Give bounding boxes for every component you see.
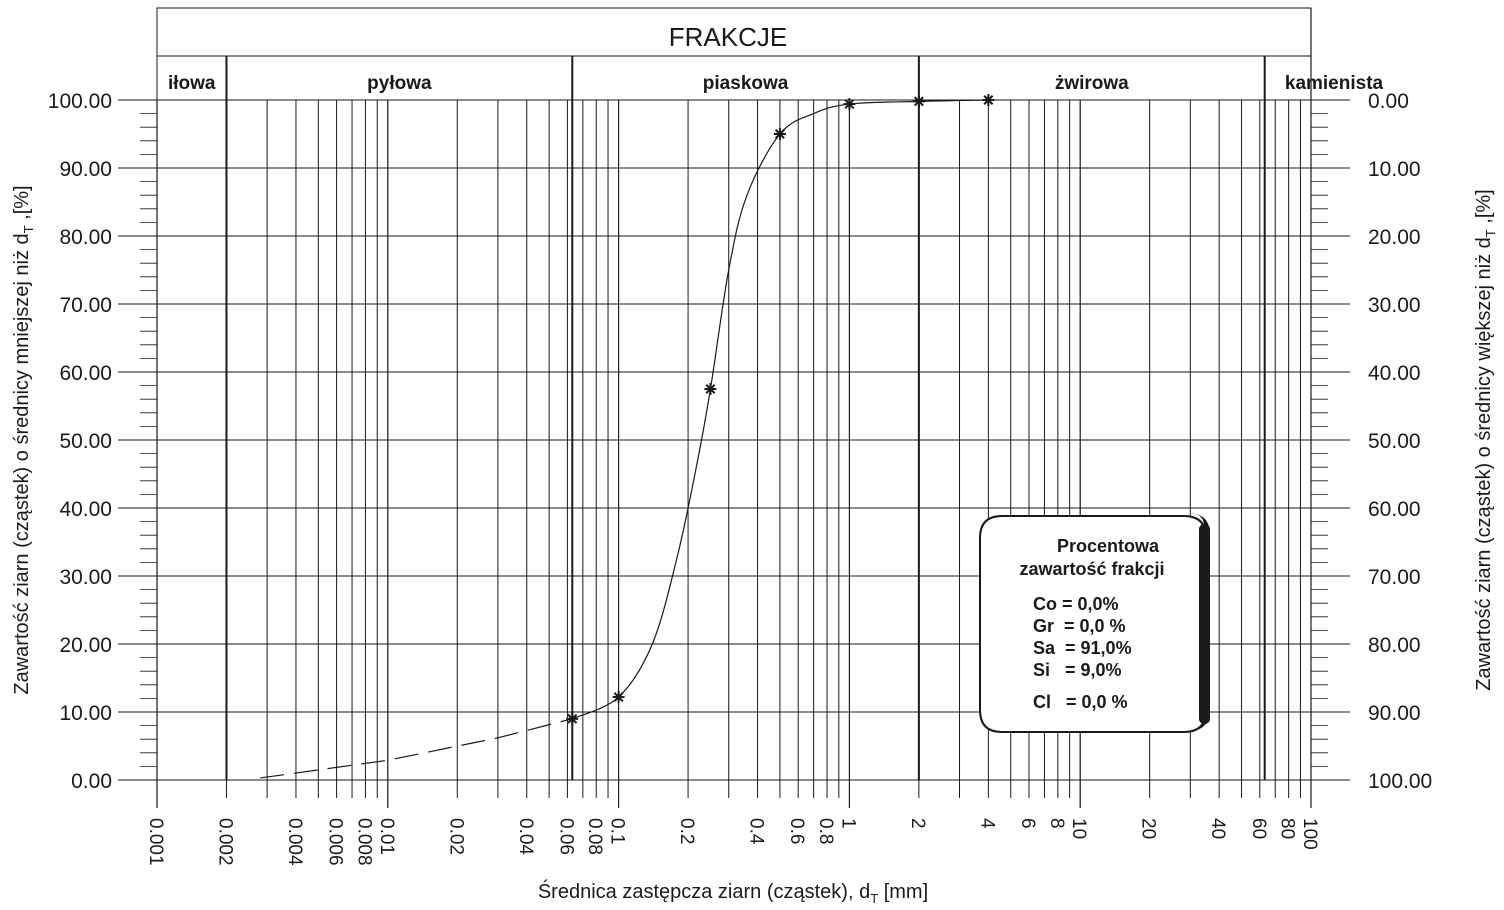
data-layer (260, 94, 995, 779)
y-tick-label-right: 0.00 (1368, 90, 1409, 113)
y-tick-label-left: 60.00 (59, 362, 112, 385)
x-tick-label: 60 (1248, 818, 1269, 839)
x-tick-label: 0.06 (555, 818, 576, 855)
y-tick-label-right: 10.00 (1368, 158, 1421, 181)
marker-stroke (613, 692, 624, 702)
fraction-label: kamienista (1285, 73, 1384, 94)
x-tick-label: 0.001 (145, 818, 166, 866)
y-tick-label-right: 50.00 (1368, 430, 1421, 453)
y-tick-label-right: 30.00 (1368, 294, 1421, 317)
x-tick-label: 20 (1138, 818, 1159, 839)
box-title-1: Procentowa (1057, 536, 1160, 556)
box-row-sa: Sa = 91,0% (1033, 638, 1132, 658)
dashed-extrapolation-line (260, 718, 573, 779)
data-point-marker (566, 712, 579, 725)
marker-stroke (983, 95, 994, 105)
y-tick-label-right: 20.00 (1368, 226, 1421, 249)
y-tick-label-left: 30.00 (59, 566, 112, 589)
y-tick-label-left: 10.00 (59, 702, 112, 725)
x-tick-label: 1 (837, 818, 858, 829)
box-row-co: Co = 0,0% (1033, 594, 1119, 614)
box-row-cl: Cl = 0,0 % (1033, 692, 1128, 712)
x-tick-label: 0.02 (445, 818, 466, 855)
y-tick-label-left: 50.00 (59, 430, 112, 453)
x-tick-label: 0.006 (325, 818, 346, 866)
x-tick-label: 0.4 (746, 818, 767, 845)
y-tick-label-left: 80.00 (59, 226, 112, 249)
y-tick-label-left: 20.00 (59, 634, 112, 657)
data-point-marker (612, 691, 625, 704)
fraction-label: żwirowa (1055, 73, 1129, 94)
marker-stroke (774, 129, 785, 139)
y-tick-label-right: 90.00 (1368, 702, 1421, 725)
box-row-gr: Gr = 0,0 % (1033, 616, 1126, 636)
data-point-marker (982, 94, 995, 106)
x-tick-label: 100 (1299, 818, 1320, 850)
x-tick-label: 10 (1068, 818, 1089, 839)
y-tick-label-left: 40.00 (59, 498, 112, 521)
x-tick-label: 0.01 (376, 818, 397, 855)
y-tick-label-right: 100.00 (1368, 770, 1432, 793)
box-title-2: zawartość frakcji (1019, 559, 1164, 579)
fraction-content-box: Procentowa zawartość frakcji Co = 0,0% G… (979, 513, 1210, 733)
x-tick-label: 0.8 (815, 818, 836, 844)
header-title: FRAKCJE (669, 22, 787, 52)
data-point-marker (704, 383, 717, 395)
data-point-marker (773, 128, 786, 140)
x-axis-title: Średnica zastępcza ziarn (cząstek), dT [… (538, 879, 928, 906)
y-tick-label-left: 100.00 (48, 90, 112, 113)
y-tick-label-left: 70.00 (59, 294, 112, 317)
marker-stroke (913, 96, 924, 107)
y-tick-label-left: 90.00 (59, 158, 112, 181)
x-tick-label: 0.6 (786, 818, 807, 844)
data-point-marker (843, 98, 856, 111)
y-axis-title-right: Zawartość ziarn (cząstek) o średnicy wię… (1473, 189, 1498, 690)
marker-stroke (844, 99, 855, 110)
fraction-label: iłowa (168, 73, 216, 94)
x-tick-label: 8 (1046, 818, 1067, 829)
y-axis-title-left: Zawartość ziarn (cząstek) o średnicy mni… (11, 185, 36, 694)
x-tick-label: 2 (907, 818, 928, 829)
data-point-marker (912, 95, 925, 108)
x-tick-label: 4 (976, 818, 997, 829)
x-tick-label: 0.008 (353, 818, 374, 866)
x-tick-label: 0.1 (607, 818, 628, 844)
x-tick-label: 0.04 (515, 818, 536, 855)
fraction-label: piaskowa (703, 73, 789, 94)
axis-layer: 0.0010.0020.0030.0040.0050.0060.0070.008… (48, 8, 1432, 866)
x-tick-label: 80 (1277, 818, 1298, 839)
y-tick-label-right: 60.00 (1368, 498, 1421, 521)
x-tick-label: 0.002 (214, 818, 235, 866)
marker-stroke (705, 384, 716, 394)
x-tick-label: 0.08 (584, 818, 605, 855)
y-tick-label-right: 70.00 (1368, 566, 1421, 589)
marker-stroke (567, 713, 578, 724)
x-tick-label: 6 (1017, 818, 1038, 829)
y-tick-label-left: 0.00 (71, 770, 112, 793)
x-tick-label: 0.004 (284, 818, 305, 866)
x-tick-label: 40 (1207, 818, 1228, 839)
x-tick-label: 0.2 (676, 818, 697, 844)
box-shadow-edge (1199, 524, 1210, 724)
y-tick-label-right: 80.00 (1368, 634, 1421, 657)
fraction-label: pyłowa (367, 73, 432, 94)
y-tick-label-right: 40.00 (1368, 362, 1421, 385)
fraction-header: FRAKCJE iłowa pyłowa piaskowa żwirowa kamien… (156, 7, 1384, 780)
box-row-si: Si = 9,0% (1033, 660, 1122, 680)
